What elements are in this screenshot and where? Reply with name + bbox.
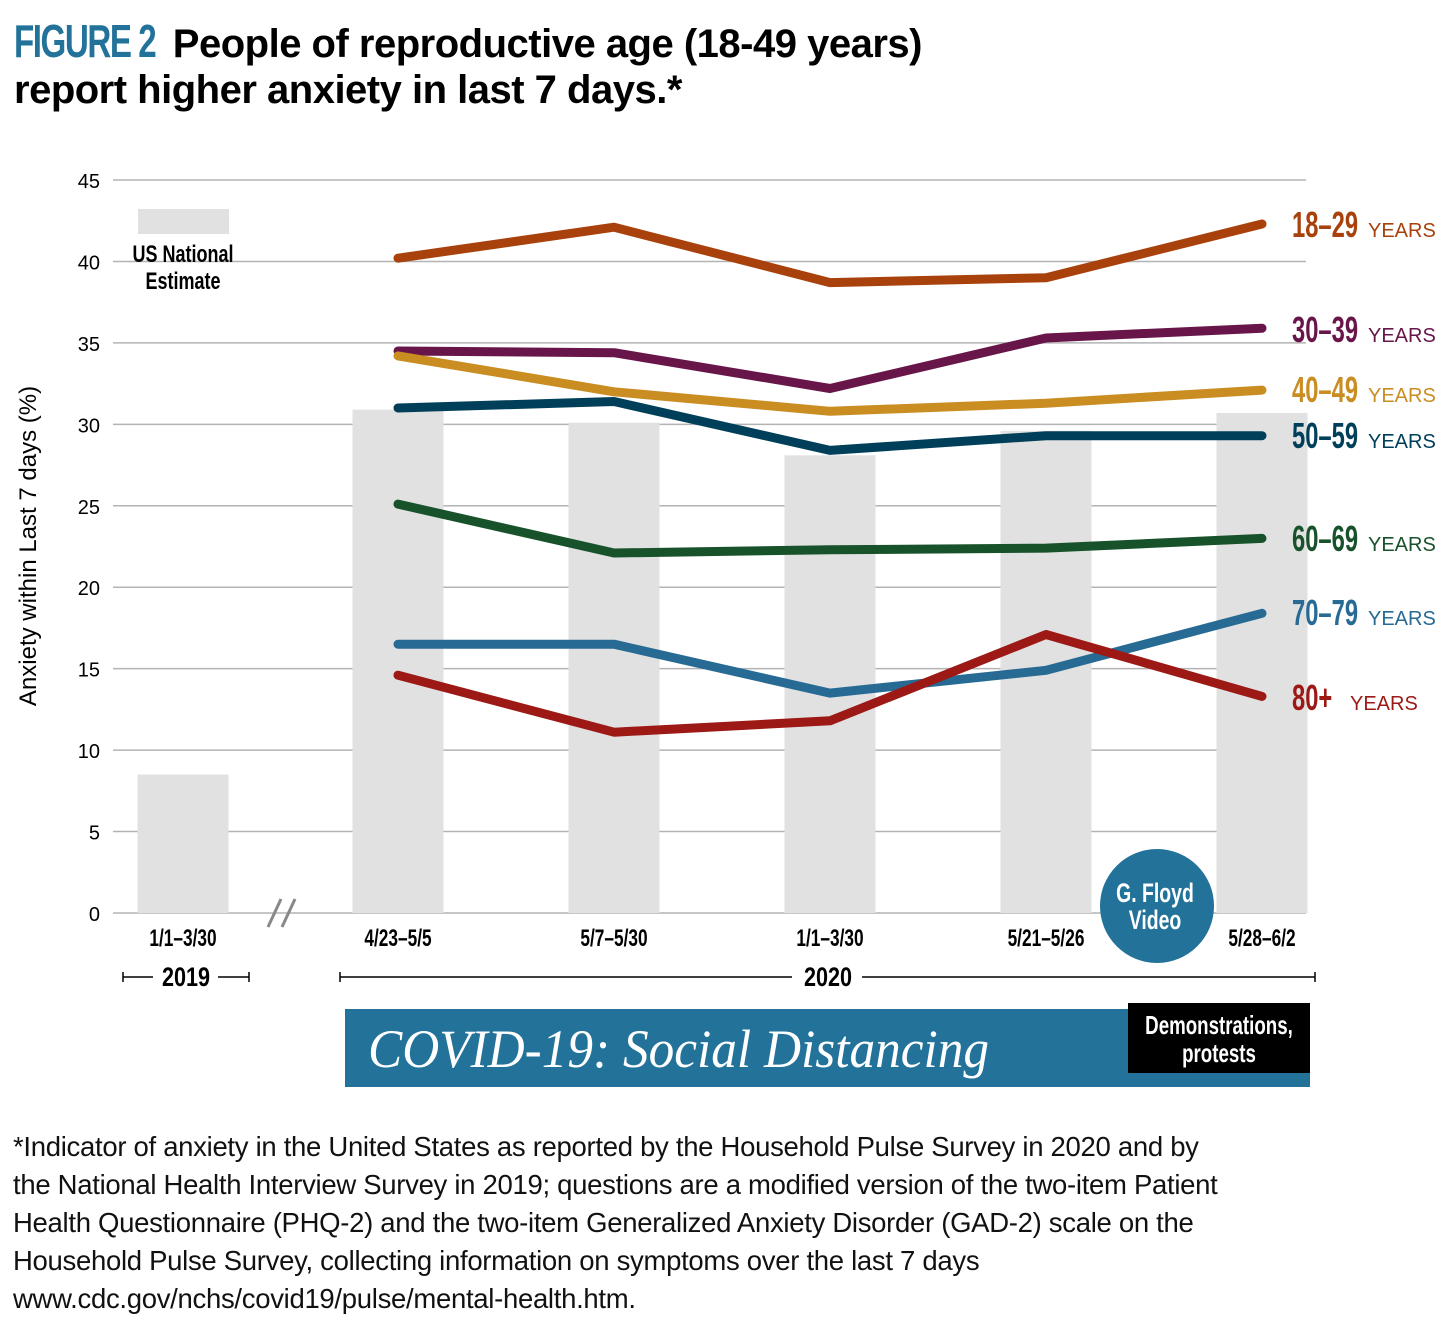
bar <box>352 409 444 913</box>
y-tick-label: 5 <box>89 823 100 845</box>
series-label-range: 80+ <box>1292 678 1332 718</box>
x-tick-label: 1/1–3/30 <box>149 925 216 951</box>
series-label: 80+ YEARS <box>1292 678 1418 718</box>
series-label-range: 70–79 <box>1292 593 1358 633</box>
footnote-line: *Indicator of anxiety in the United Stat… <box>13 1131 1199 1162</box>
box-text-line2: protests <box>1182 1038 1256 1068</box>
y-tick-label: 0 <box>89 904 100 926</box>
series-label-range: 60–69 <box>1292 519 1358 559</box>
y-tick-label: 15 <box>78 660 100 682</box>
series-label: 18–29 YEARS <box>1292 205 1436 245</box>
x-tick-label: 1/1–3/30 <box>796 925 863 951</box>
series-lines <box>393 219 1267 737</box>
series-label-suffix: YEARS <box>1368 608 1436 630</box>
footnote-line: the National Health Interview Survey in … <box>13 1169 1218 1200</box>
series-label: 60–69 YEARS <box>1292 519 1436 559</box>
y-axis-ticks: 0 5 10 15 20 25 30 35 40 45 <box>78 171 100 926</box>
y-tick-label: 10 <box>78 741 100 763</box>
year-bracket-2020: 2020 <box>339 963 1316 993</box>
year-bracket-2019: 2019 <box>122 963 250 993</box>
y-tick-label: 45 <box>78 171 100 193</box>
line-chart: 0 5 10 15 20 25 30 35 40 45 Anxiety within Last 7… <box>15 171 1436 1087</box>
footnote-line: www.cdc.gov/nchs/covid19/pulse/mental-he… <box>13 1283 636 1314</box>
x-tick-label: 5/7–5/30 <box>580 925 647 951</box>
series-label: 50–59 YEARS <box>1292 416 1436 456</box>
series-label-suffix: YEARS <box>1368 534 1436 556</box>
g-floyd-video-annotation: G. Floyd Video <box>1100 849 1214 963</box>
legend-swatch-bar <box>138 209 229 234</box>
footnote-line: Household Pulse Survey, collecting infor… <box>13 1245 980 1276</box>
y-tick-label: 40 <box>78 252 100 274</box>
title-line-1: People of reproductive age (18-49 years) <box>172 22 923 66</box>
title-line-2: report higher anxiety in last 7 days.* <box>14 68 682 112</box>
bar <box>1216 412 1308 913</box>
x-tick-label: 5/28–6/2 <box>1228 925 1295 951</box>
y-tick-label: 25 <box>78 497 100 519</box>
series-label-range: 50–59 <box>1292 416 1358 456</box>
footnote-line: Health Questionnaire (PHQ-2) and the two… <box>13 1207 1194 1238</box>
series-label: 70–79 YEARS <box>1292 593 1436 633</box>
annotation-text-line1: G. Floyd <box>1116 878 1194 908</box>
legend-label-line2: Estimate <box>145 269 220 295</box>
year-label-2019: 2019 <box>162 963 210 993</box>
series-line-18-29 <box>393 219 1267 288</box>
series-label-range: 30–39 <box>1292 310 1358 350</box>
series-label-suffix: YEARS <box>1368 220 1436 242</box>
series-label-range: 40–49 <box>1292 370 1358 410</box>
series-label-suffix: YEARS <box>1350 693 1418 715</box>
y-tick-label: 35 <box>78 334 100 356</box>
bar <box>568 422 660 913</box>
series-label: 30–39 YEARS <box>1292 310 1436 350</box>
x-axis-ticks: 1/1–3/30 4/23–5/5 5/7–5/30 1/1–3/30 5/21–5/2… <box>149 925 1295 951</box>
x-tick-label: 4/23–5/5 <box>364 925 432 951</box>
series-label-range: 18–29 <box>1292 205 1358 245</box>
y-axis-label: Anxiety within Last 7 days (%) <box>15 386 42 706</box>
x-tick-label: 5/21–5/26 <box>1008 925 1085 951</box>
series-label-suffix: YEARS <box>1368 385 1436 407</box>
y-tick-label: 20 <box>78 578 100 600</box>
y-tick-label: 30 <box>78 415 100 437</box>
series-label-suffix: YEARS <box>1368 431 1436 453</box>
figure-label: FIGURE 2 <box>14 15 157 67</box>
axis-break-icon <box>266 898 297 928</box>
chart-title: FIGURE 2 People of reproductive age (18-… <box>14 18 1314 113</box>
year-label-2020: 2020 <box>804 963 852 993</box>
series-label-suffix: YEARS <box>1368 325 1436 347</box>
annotation-text-line2: Video <box>1129 905 1182 935</box>
bar <box>137 774 229 913</box>
legend-label-line1: US National <box>133 242 234 268</box>
bars <box>137 409 1308 913</box>
box-text-line1: Demonstrations, <box>1145 1010 1293 1040</box>
series-labels: 18–29 YEARS 30–39 YEARS 40–49 YEARS 50–59 YEARS… <box>1292 205 1436 718</box>
demonstrations-protests-box: Demonstrations, protests <box>1128 1003 1310 1073</box>
series-label: 40–49 YEARS <box>1292 370 1436 410</box>
banner-text: COVID-19: Social Distancing <box>368 1020 989 1079</box>
footnote: *Indicator of anxiety in the United Stat… <box>13 1128 1433 1318</box>
